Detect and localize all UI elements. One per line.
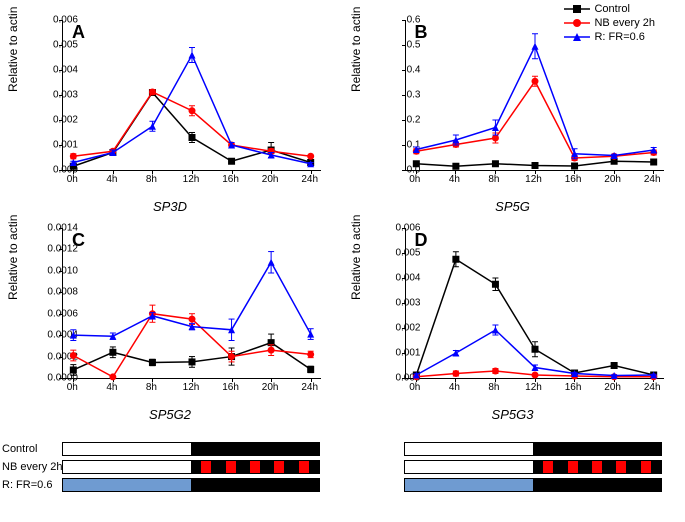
chart-grid: Relative to actin A 0.0000.0010.0020.003…: [0, 12, 685, 420]
light-bar: [404, 478, 662, 492]
bar-label: NB every 2h: [2, 460, 63, 474]
y-axis-label: Relative to actin: [349, 7, 363, 92]
panel-D: Relative to actin D 0.0000.0010.0020.003…: [343, 220, 683, 420]
xtick: 20h: [604, 382, 621, 393]
panel-B: Relative to actin B 0.00.10.20.30.40.50.…: [343, 12, 683, 212]
plot-area: [62, 20, 321, 171]
xtick: 24h: [644, 174, 661, 185]
xtick: 12h: [183, 382, 200, 393]
plot-area: [62, 228, 321, 379]
xtick: 8h: [488, 174, 499, 185]
y-axis-label: Relative to actin: [349, 215, 363, 300]
xtick: 8h: [488, 382, 499, 393]
xtick: 24h: [644, 382, 661, 393]
xtick: 12h: [525, 382, 542, 393]
gene-label: SP5G2: [0, 407, 340, 422]
xtick: 16h: [222, 382, 239, 393]
xtick: 8h: [146, 174, 157, 185]
light-bar: [62, 442, 320, 456]
bar-label: R: FR=0.6: [2, 478, 63, 492]
xtick: 20h: [262, 174, 279, 185]
panel-C: Relative to actin C 0.00000.00020.00040.…: [0, 220, 340, 420]
xtick: 16h: [565, 174, 582, 185]
xtick: 12h: [183, 174, 200, 185]
xtick: 4h: [106, 382, 117, 393]
xtick: 16h: [222, 174, 239, 185]
bar-col-right: [404, 442, 662, 496]
gene-label: SP5G3: [343, 407, 683, 422]
xtick: 12h: [525, 174, 542, 185]
xtick: 0h: [409, 382, 420, 393]
xtick: 4h: [106, 174, 117, 185]
xtick: 4h: [449, 174, 460, 185]
light-schedule-bars: Control NB every 2h R: FR=0.6: [0, 442, 685, 522]
y-axis-label: Relative to actin: [6, 7, 20, 92]
xtick: 20h: [262, 382, 279, 393]
bar-col-left: [62, 442, 320, 496]
xtick: 24h: [301, 174, 318, 185]
xtick: 8h: [146, 382, 157, 393]
xtick: 0h: [67, 174, 78, 185]
y-axis-label: Relative to actin: [6, 215, 20, 300]
bar-labels: Control NB every 2h R: FR=0.6: [2, 442, 63, 496]
xtick: 20h: [604, 174, 621, 185]
xtick: 0h: [409, 174, 420, 185]
light-bar: [62, 478, 320, 492]
plot-area: [405, 228, 664, 379]
light-bar: [62, 460, 320, 474]
xtick: 24h: [301, 382, 318, 393]
xtick: 16h: [565, 382, 582, 393]
xtick: 4h: [449, 382, 460, 393]
bar-label: Control: [2, 442, 63, 456]
plot-area: [405, 20, 664, 171]
gene-label: SP5G: [343, 199, 683, 214]
xtick: 0h: [67, 382, 78, 393]
light-bar: [404, 442, 662, 456]
gene-label: SP3D: [0, 199, 340, 214]
panel-A: Relative to actin A 0.0000.0010.0020.003…: [0, 12, 340, 212]
light-bar: [404, 460, 662, 474]
